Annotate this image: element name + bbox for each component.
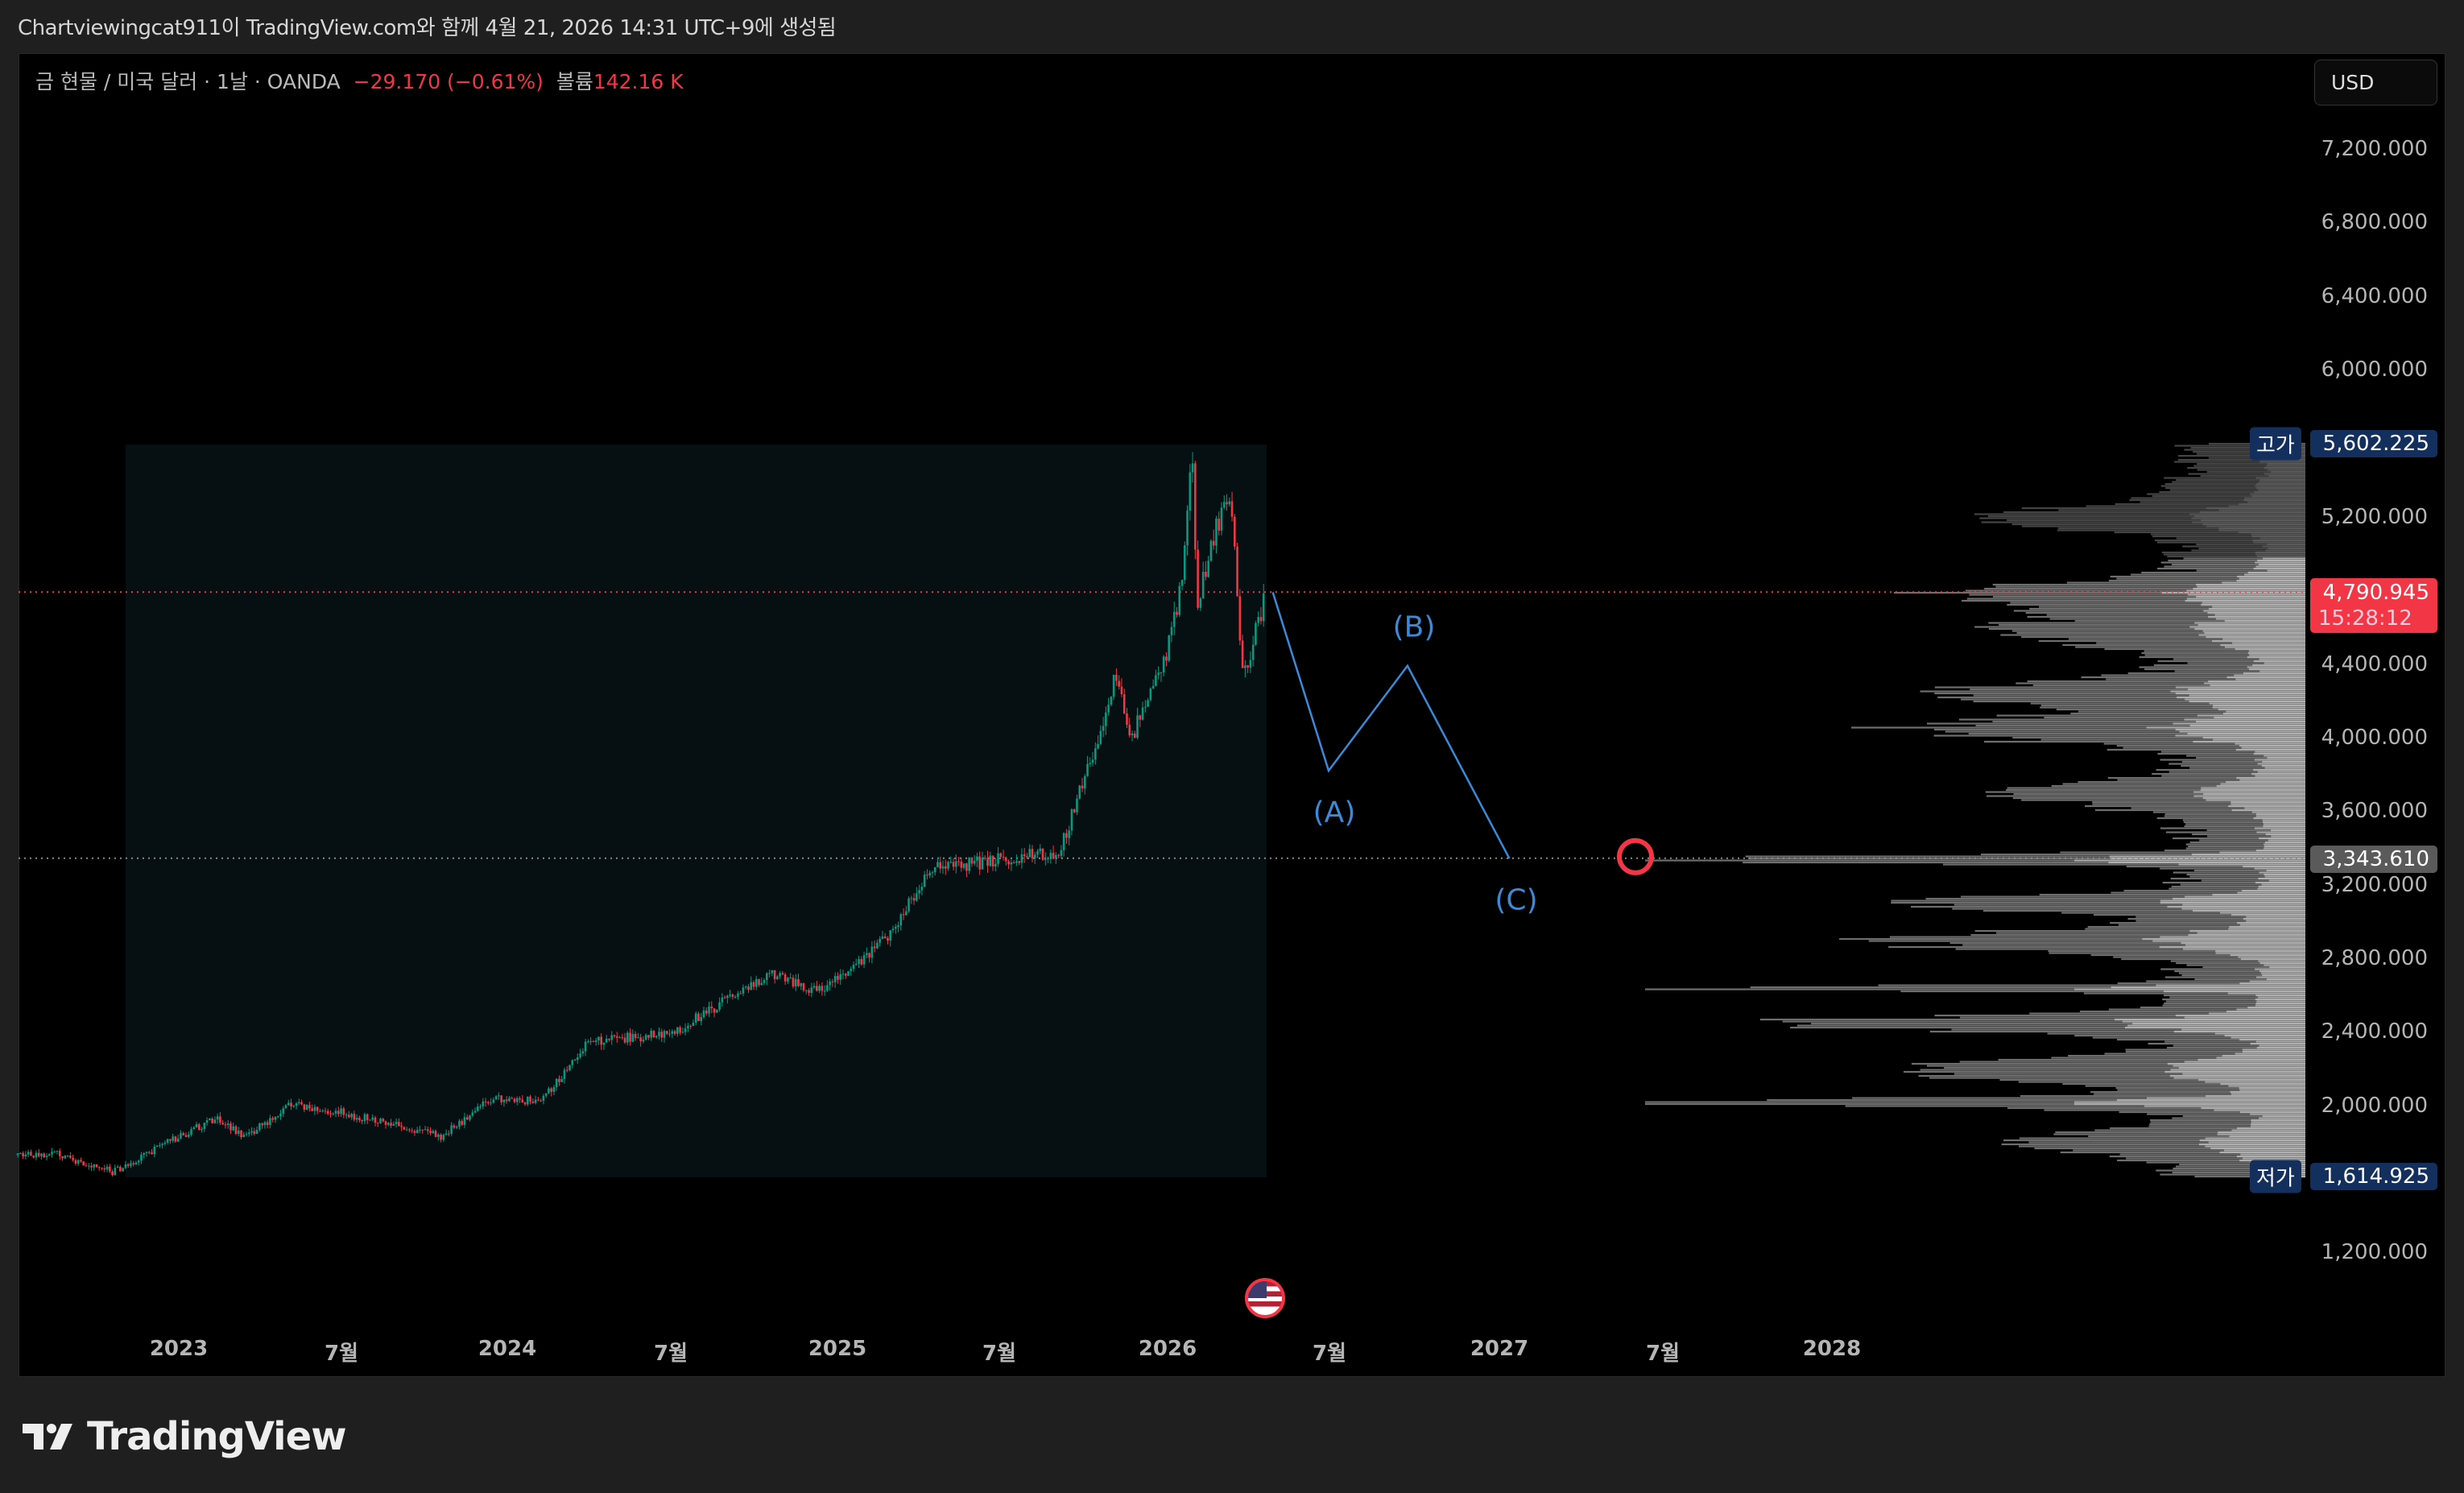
last-price-tag: 4,790.945 15:28:12 bbox=[2310, 578, 2437, 633]
volume-label: 볼륨 bbox=[556, 70, 593, 93]
wave-label-b: (B) bbox=[1392, 610, 1436, 644]
price-axis-label: 5,200.000 bbox=[2321, 504, 2428, 529]
high-label: 고가 bbox=[2250, 427, 2301, 461]
time-axis-label: 2023 bbox=[149, 1337, 209, 1361]
chart-title: Chartviewingcat911이 TradingView.com와 함께 … bbox=[18, 16, 837, 40]
price-axis-label: 3,200.000 bbox=[2321, 872, 2428, 897]
price-axis-label: 4,000.000 bbox=[2321, 725, 2428, 750]
time-axis-label: 7월 bbox=[653, 1342, 688, 1366]
time-axis-label: 7월 bbox=[1312, 1342, 1347, 1366]
symbol-legend: 금 현물 / 미국 달러 · 1날 · OANDA −29.170 (−0.61… bbox=[35, 66, 684, 95]
price-axis-label: 1,200.000 bbox=[2321, 1240, 2428, 1265]
time-axis-label: 7월 bbox=[1645, 1342, 1681, 1366]
low-label: 저가 bbox=[2250, 1160, 2301, 1193]
time-axis-label: 2024 bbox=[478, 1337, 537, 1361]
countdown: 15:28:12 bbox=[2318, 606, 2412, 631]
price-axis-label: 2,400.000 bbox=[2321, 1019, 2428, 1044]
time-axis-label: 2028 bbox=[1802, 1337, 1862, 1361]
time-axis-label: 7월 bbox=[324, 1342, 359, 1366]
price-axis-label: 4,400.000 bbox=[2321, 651, 2428, 676]
high-price-tag: 5,602.225 bbox=[2310, 430, 2437, 457]
footer-brand: TradingView bbox=[87, 1414, 347, 1459]
time-axis-label: 2027 bbox=[1470, 1337, 1529, 1361]
wave-label-a: (A) bbox=[1313, 796, 1356, 829]
price-change: −29.170 (−0.61%) bbox=[353, 70, 544, 93]
currency-button[interactable]: USD bbox=[2314, 60, 2437, 105]
us-flag-event-icon[interactable] bbox=[1245, 1278, 1285, 1318]
wave-label-c: (C) bbox=[1495, 883, 1538, 917]
poc-price-tag: 3,343.610 bbox=[2310, 846, 2437, 873]
low-price-tag: 1,614.925 bbox=[2310, 1163, 2437, 1190]
price-axis-label: 3,600.000 bbox=[2321, 799, 2428, 824]
tradingview-logo[interactable]: TradingView bbox=[23, 1414, 347, 1459]
symbol-name: 금 현물 / 미국 달러 · 1날 · OANDA bbox=[35, 70, 341, 93]
price-axis-label: 7,200.000 bbox=[2321, 137, 2428, 161]
chart-area[interactable] bbox=[19, 53, 2445, 1377]
price-axis-label: 2,000.000 bbox=[2321, 1093, 2428, 1118]
time-axis-label: 2025 bbox=[808, 1337, 867, 1361]
price-axis-label: 6,400.000 bbox=[2321, 283, 2428, 308]
last-price: 4,790.945 bbox=[2322, 581, 2429, 605]
price-axis-label: 6,800.000 bbox=[2321, 210, 2428, 235]
tradingview-logo-icon bbox=[23, 1424, 72, 1450]
price-axis-label: 6,000.000 bbox=[2321, 358, 2428, 383]
time-axis-label: 2026 bbox=[1138, 1337, 1197, 1361]
volume-value: 142.16 K bbox=[593, 70, 684, 93]
time-axis-label: 7월 bbox=[982, 1342, 1017, 1366]
price-axis-label: 2,800.000 bbox=[2321, 945, 2428, 970]
